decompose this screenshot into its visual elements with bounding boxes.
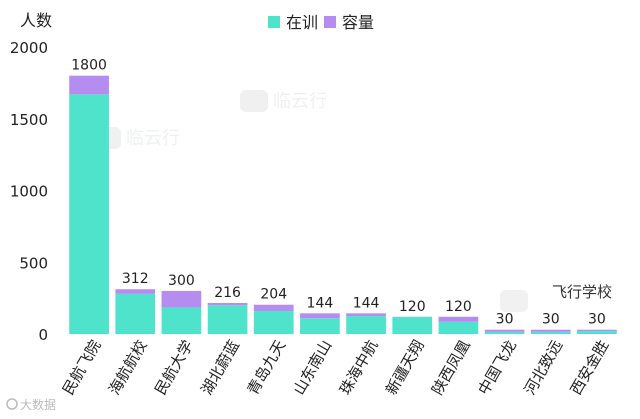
bar-segment-capacity xyxy=(484,329,525,332)
x-tick-label: 民航飞院 xyxy=(59,337,105,398)
watermark-text: 临云行 xyxy=(273,91,327,112)
footer-text: 大数据 xyxy=(20,397,56,412)
bar-segment-capacity xyxy=(161,290,202,308)
bar-total-label: 216 xyxy=(214,285,241,301)
bar-segment-capacity xyxy=(577,329,617,332)
bar-segment-training xyxy=(530,331,571,334)
bar-total-label: 300 xyxy=(168,273,195,289)
bar-segment-capacity xyxy=(346,313,386,317)
bar-total-label: 120 xyxy=(399,299,426,315)
x-tick-label: 新疆天翔 xyxy=(382,337,428,398)
bar-total-label: 144 xyxy=(307,295,334,311)
bar-segment-training xyxy=(115,293,156,334)
legend-swatch-training xyxy=(268,16,280,28)
footer-watermark: 大数据 xyxy=(6,397,56,412)
x-axis: 民航飞院 海航航校 民航大学 湖北蔚蓝 青岛九天 山东南山 珠海中航 新疆天翔 陕西凤凰 中国飞龙… xyxy=(59,337,612,398)
x-tick-label: 山东南山 xyxy=(290,337,336,398)
bar-segment-capacity xyxy=(300,313,340,319)
y-tick-label: 1000 xyxy=(10,183,48,201)
y-tick-label: 2000 xyxy=(10,39,48,57)
bar-total-label: 312 xyxy=(122,271,149,287)
bar-total-label: 120 xyxy=(445,299,472,315)
watermark-logo-icon xyxy=(500,290,528,312)
y-tick-label: 0 xyxy=(38,326,48,344)
bars: 1800 312 300 216 204 144 144 120 120 30 30 30 xyxy=(69,58,617,334)
bar-segment-training xyxy=(577,331,617,334)
x-tick-label: 海航航校 xyxy=(105,337,151,398)
footer-logo-icon xyxy=(6,398,18,410)
bar-total-label: 30 xyxy=(588,312,606,328)
x-tick-label: 民航大学 xyxy=(151,337,197,398)
legend-label: 容量 xyxy=(342,13,374,32)
x-tick-label: 河北致远 xyxy=(521,337,567,398)
bar-segment-training xyxy=(161,307,202,334)
bar-segment-training xyxy=(438,321,479,334)
watermark-text: 临云行 xyxy=(126,128,180,149)
bar-segment-training xyxy=(484,331,525,334)
bar-total-label: 30 xyxy=(496,312,514,328)
bar-segment-training xyxy=(300,318,340,334)
bar-segment-training xyxy=(207,305,248,334)
x-tick-label: 西安金胜 xyxy=(567,337,613,398)
bar-segment-training xyxy=(392,317,433,334)
watermark-logo-icon: 临云行 xyxy=(240,90,327,112)
legend-label: 在训 xyxy=(286,13,318,32)
y-tick-label: 1500 xyxy=(10,111,48,129)
bar-segment-capacity xyxy=(207,303,248,306)
x-tick-label: 陕西凤凰 xyxy=(428,337,474,398)
bar-segment-training xyxy=(253,311,294,334)
x-tick-label: 中国飞龙 xyxy=(474,337,520,398)
bar-segment-capacity xyxy=(69,75,109,95)
legend: 在训 容量 xyxy=(268,13,374,32)
x-axis-label: 飞行学校 xyxy=(552,283,612,301)
x-tick-label: 青岛九天 xyxy=(244,337,290,398)
bar-segment-capacity xyxy=(438,316,479,322)
x-tick-label: 湖北蔚蓝 xyxy=(197,337,243,398)
y-axis: 0 500 1000 1500 2000 xyxy=(10,39,48,344)
y-tick-label: 500 xyxy=(19,254,48,272)
legend-swatch-capacity xyxy=(324,16,336,28)
bar-segment-training xyxy=(69,94,109,334)
watermark-layer: 临云行 临云行 xyxy=(93,90,528,312)
bar-total-label: 204 xyxy=(260,287,287,303)
y-axis-label: 人数 xyxy=(20,11,52,30)
bar-segment-capacity xyxy=(530,329,571,332)
bar-total-label: 144 xyxy=(353,295,380,311)
bar-segment-capacity xyxy=(253,304,294,312)
bar-total-label: 1800 xyxy=(71,58,107,74)
bar-segment-capacity xyxy=(115,289,156,294)
bar-segment-training xyxy=(346,316,386,334)
bar-total-label: 30 xyxy=(542,312,560,328)
x-tick-label: 珠海中航 xyxy=(336,337,382,398)
